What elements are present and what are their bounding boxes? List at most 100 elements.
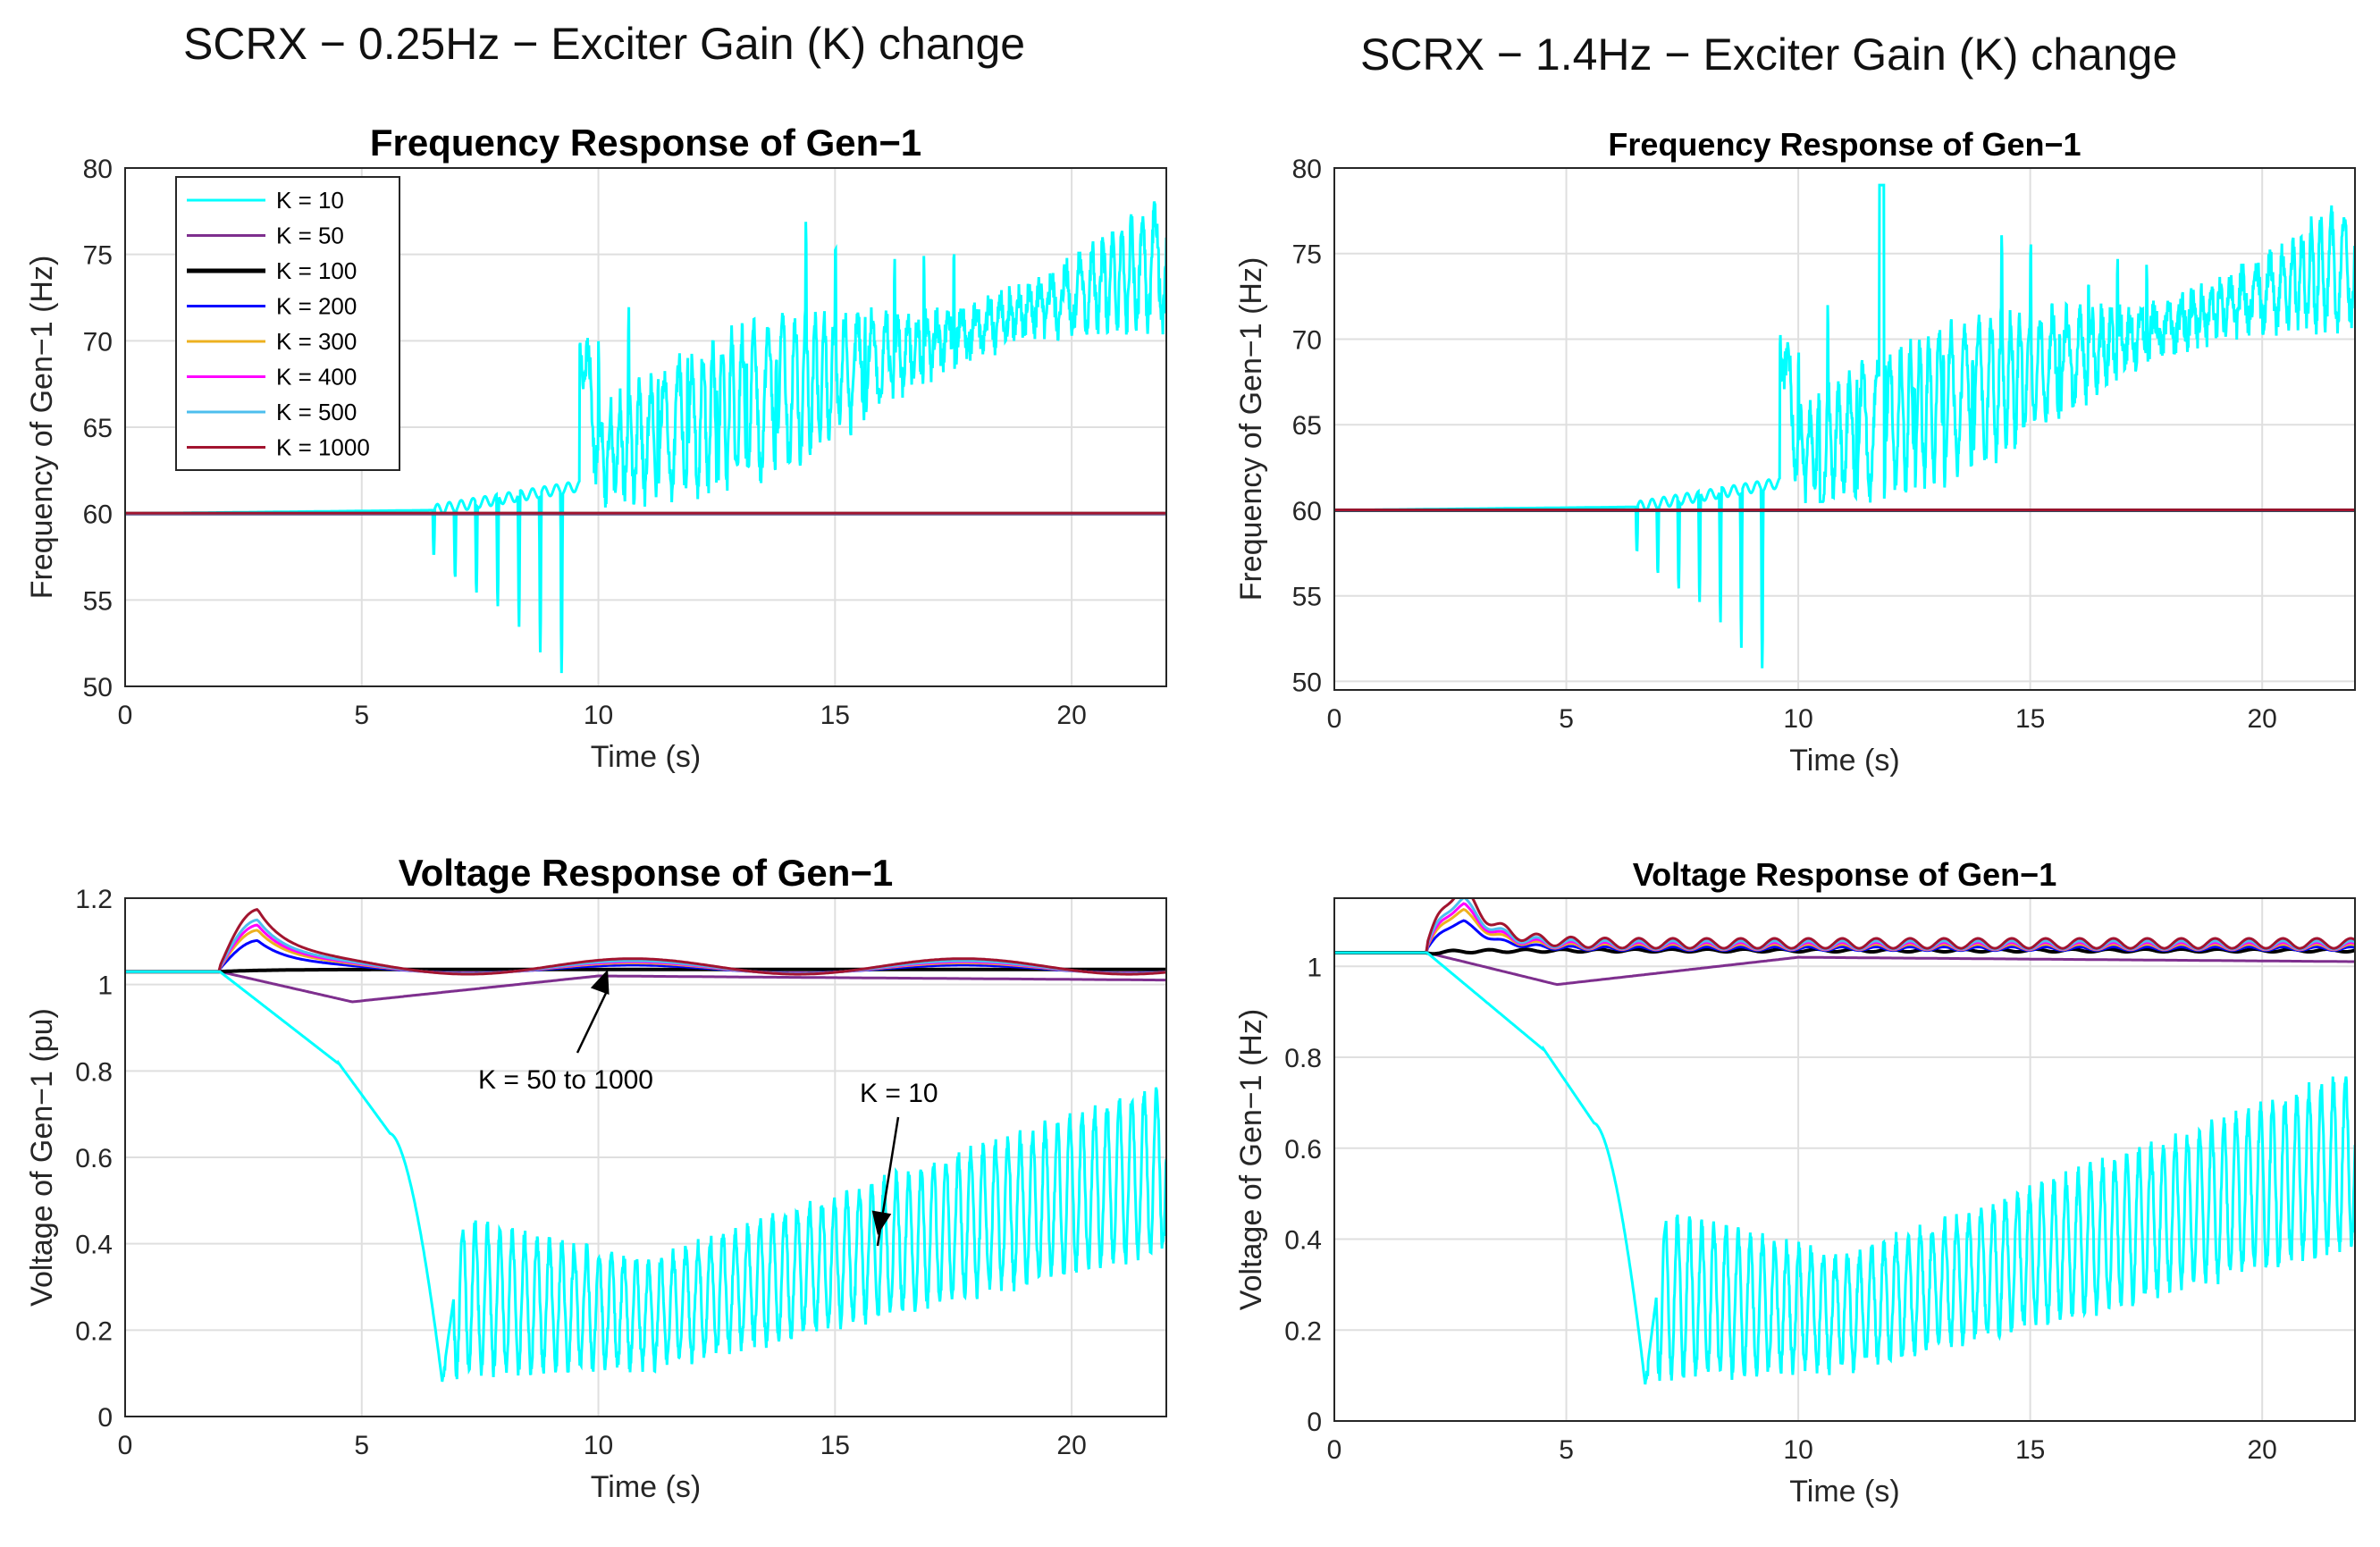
y-tick-label: 75 xyxy=(83,241,113,271)
chart-title: Voltage Response of Gen−1 xyxy=(1633,856,2056,893)
y-tick-label: 50 xyxy=(1292,668,1322,697)
y-tick-label: 0.6 xyxy=(75,1144,113,1173)
x-tick-label: 15 xyxy=(2015,704,2045,734)
chart-title: Frequency Response of Gen−1 xyxy=(1608,126,2081,163)
y-tick-label: 55 xyxy=(1292,583,1322,612)
x-tick-label: 10 xyxy=(1783,1435,1812,1465)
legend-label: K = 200 xyxy=(276,293,357,320)
freq-left-chart: 0 5 10 15 20 50 55 60 65 70 75 80 Frequency Response… xyxy=(25,122,1167,774)
axes-box xyxy=(1333,897,2356,1422)
volt-left-series-50 xyxy=(125,970,1166,1004)
x-axis-label: Time (s) xyxy=(1789,1475,1899,1509)
y-tick-label: 80 xyxy=(1292,155,1322,184)
y-tick-label: 70 xyxy=(1292,325,1322,355)
volt-right-series-100 xyxy=(1334,946,2355,956)
y-tick-label: 0.4 xyxy=(1284,1226,1322,1256)
y-tick-label: 60 xyxy=(83,500,113,530)
x-tick-label: 5 xyxy=(354,1431,369,1460)
volt-left-chart: 0 5 10 15 20 0 0.2 0.4 0.6 0.8 1 1.2 Voltage Respons… xyxy=(25,852,1167,1504)
y-tick-label: 1 xyxy=(97,971,113,1001)
y-tick-label: 0.2 xyxy=(75,1316,113,1346)
legend-label: K = 400 xyxy=(276,364,357,391)
volt-right-chart: 0 5 10 15 20 0 0.2 0.4 0.6 0.8 1 Voltage Response o… xyxy=(1234,856,2356,1509)
y-tick-label: 0 xyxy=(97,1403,113,1433)
freq-right-chart: 0 5 10 15 20 50 55 60 65 70 75 80 Frequency Response… xyxy=(1234,126,2356,778)
y-tick-label: 60 xyxy=(1292,497,1322,526)
x-axis-label: Time (s) xyxy=(591,740,701,774)
y-tick-label: 80 xyxy=(83,155,113,184)
x-tick-label: 0 xyxy=(1327,1435,1342,1465)
legend-label: K = 1000 xyxy=(276,434,370,461)
volt-left-series-100 xyxy=(125,967,1166,974)
y-tick-label: 0 xyxy=(1307,1408,1322,1437)
freq-right-series-10 xyxy=(1334,183,2355,668)
x-axis-label: Time (s) xyxy=(591,1470,701,1504)
volt-left-series-1000 xyxy=(125,908,1166,976)
y-tick-label: 0.2 xyxy=(1284,1316,1322,1346)
y-axis-label: Frequency of Gen−1 (Hz) xyxy=(25,256,59,600)
y-tick-label: 55 xyxy=(83,586,113,616)
y-tick-label: 0.8 xyxy=(1284,1044,1322,1073)
legend: K = 10 K = 50 K = 100 K = 200 K = 300 K = 400… xyxy=(175,176,400,471)
axes-box xyxy=(1333,167,2356,691)
annotation-arrowhead xyxy=(871,1210,892,1235)
chart-title: Voltage Response of Gen−1 xyxy=(399,852,894,894)
y-tick-label: 0.4 xyxy=(75,1231,113,1260)
x-tick-label: 20 xyxy=(2247,1435,2276,1465)
annotation: K = 50 to 1000 xyxy=(478,969,653,1095)
annotation-arrow xyxy=(576,988,610,1054)
y-tick-label: 1 xyxy=(1307,953,1322,982)
annotation-label: K = 50 to 1000 xyxy=(478,1065,653,1095)
y-axis-label: Voltage of Gen−1 (Hz) xyxy=(1234,1009,1268,1310)
volt-right-series-50 xyxy=(1334,951,2355,987)
x-tick-label: 5 xyxy=(1559,704,1574,734)
x-tick-label: 20 xyxy=(1056,1431,1086,1460)
annotation-arrowhead xyxy=(590,969,610,995)
y-tick-label: 65 xyxy=(1292,411,1322,441)
axes-box xyxy=(124,897,1167,1417)
x-tick-label: 10 xyxy=(584,701,613,730)
y-axis-label: Frequency of Gen−1 (Hz) xyxy=(1234,257,1268,601)
y-tick-label: 65 xyxy=(83,414,113,443)
y-tick-label: 50 xyxy=(83,673,113,702)
right-column-title: SCRX − 1.4Hz − Exciter Gain (K) change xyxy=(1360,29,2178,80)
legend-label: K = 50 xyxy=(276,223,344,249)
x-tick-label: 20 xyxy=(1056,701,1086,730)
x-tick-label: 5 xyxy=(1559,1435,1574,1465)
x-tick-label: 10 xyxy=(584,1431,613,1460)
x-tick-label: 20 xyxy=(2247,704,2276,734)
x-tick-label: 15 xyxy=(2015,1435,2045,1465)
x-tick-label: 15 xyxy=(820,1431,850,1460)
y-tick-label: 0.8 xyxy=(75,1057,113,1087)
plot-area xyxy=(1334,168,2355,690)
x-tick-label: 0 xyxy=(118,701,133,730)
legend-label: K = 300 xyxy=(276,328,357,355)
volt-right-series-500 xyxy=(1334,898,2355,954)
annotation: K = 10 xyxy=(860,1079,938,1247)
legend-label: K = 500 xyxy=(276,399,357,425)
freq-left-series-10 xyxy=(125,201,1166,674)
volt-right-series-10 xyxy=(1334,951,2355,1385)
left-column-title: SCRX − 0.25Hz − Exciter Gain (K) change xyxy=(183,19,1026,69)
y-tick-label: 0.6 xyxy=(1284,1135,1322,1164)
axes-box xyxy=(124,167,1167,687)
volt-right-series-1000 xyxy=(1334,898,2355,954)
x-tick-label: 0 xyxy=(118,1431,133,1460)
y-tick-label: 1.2 xyxy=(75,885,113,914)
volt-left-series-10 xyxy=(125,970,1166,1383)
volt-right-series-300 xyxy=(1334,907,2355,954)
x-tick-label: 0 xyxy=(1327,704,1342,734)
volt-right-series-200 xyxy=(1334,919,2355,954)
legend-label: K = 100 xyxy=(276,257,357,284)
x-tick-label: 10 xyxy=(1783,704,1812,734)
x-axis-label: Time (s) xyxy=(1789,744,1899,778)
annotation-label: K = 10 xyxy=(860,1079,938,1108)
x-tick-label: 5 xyxy=(354,701,369,730)
y-tick-label: 75 xyxy=(1292,240,1322,270)
x-tick-label: 15 xyxy=(820,701,850,730)
y-axis-label: Voltage of Gen−1 (pu) xyxy=(25,1008,59,1307)
volt-left-series-200 xyxy=(125,938,1166,975)
legend-label: K = 10 xyxy=(276,187,344,214)
legend-box xyxy=(175,176,400,471)
